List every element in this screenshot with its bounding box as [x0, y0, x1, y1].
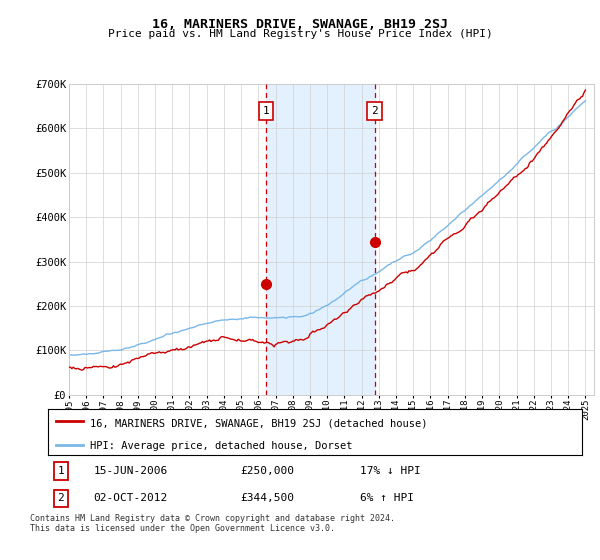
- Text: 16, MARINERS DRIVE, SWANAGE, BH19 2SJ (detached house): 16, MARINERS DRIVE, SWANAGE, BH19 2SJ (d…: [89, 418, 427, 428]
- Text: 15-JUN-2006: 15-JUN-2006: [94, 466, 167, 476]
- Bar: [266, 84, 374, 395]
- Text: £344,500: £344,500: [240, 493, 294, 503]
- Text: Price paid vs. HM Land Registry's House Price Index (HPI): Price paid vs. HM Land Registry's House …: [107, 29, 493, 39]
- Text: 16, MARINERS DRIVE, SWANAGE, BH19 2SJ: 16, MARINERS DRIVE, SWANAGE, BH19 2SJ: [152, 18, 448, 31]
- Text: £250,000: £250,000: [240, 466, 294, 476]
- Text: 2: 2: [58, 493, 64, 503]
- Text: 1: 1: [263, 106, 269, 115]
- Text: 1: 1: [58, 466, 64, 476]
- Text: 2: 2: [371, 106, 378, 115]
- Text: HPI: Average price, detached house, Dorset: HPI: Average price, detached house, Dors…: [89, 441, 352, 451]
- Text: Contains HM Land Registry data © Crown copyright and database right 2024.
This d: Contains HM Land Registry data © Crown c…: [30, 514, 395, 533]
- Text: 6% ↑ HPI: 6% ↑ HPI: [361, 493, 415, 503]
- Text: 02-OCT-2012: 02-OCT-2012: [94, 493, 167, 503]
- Text: 17% ↓ HPI: 17% ↓ HPI: [361, 466, 421, 476]
